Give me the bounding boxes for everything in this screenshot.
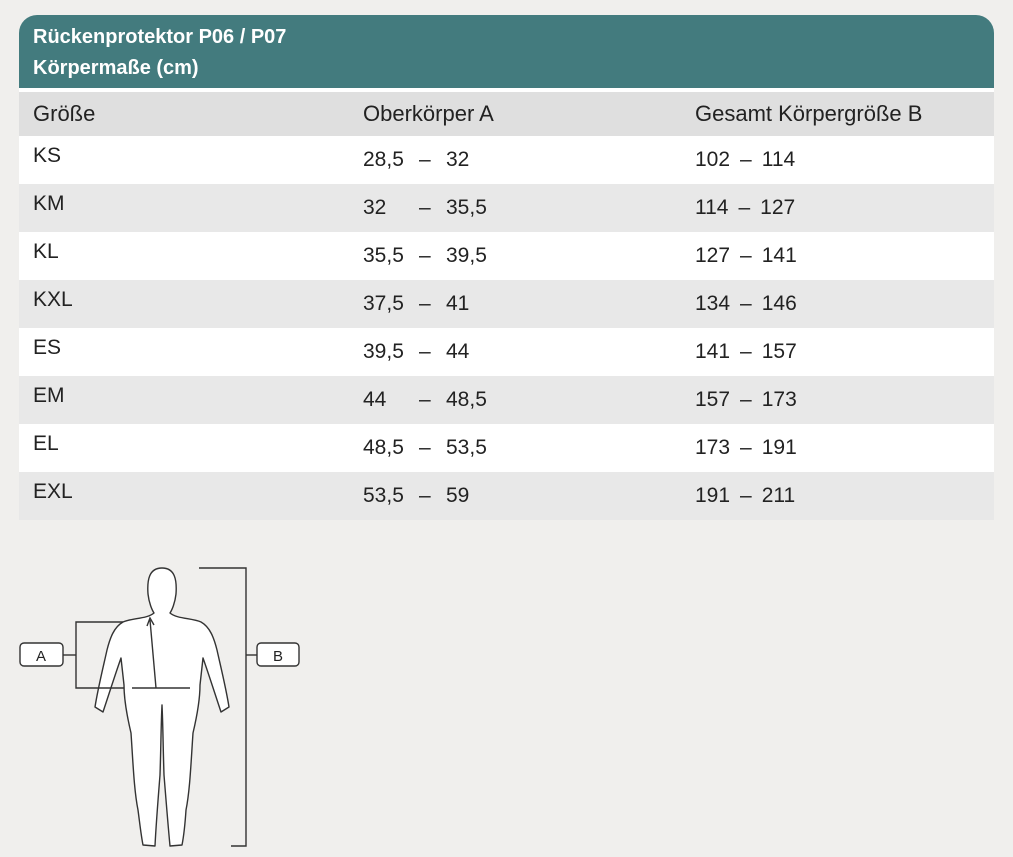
- range-dash: –: [419, 292, 431, 315]
- range-dash: –: [419, 340, 431, 363]
- table-row: EXL 53,5–59 191–211: [19, 472, 994, 520]
- upper-body-max: 48,5: [446, 388, 487, 411]
- label-b-box: B: [256, 642, 300, 667]
- total-height-min: 157: [695, 388, 731, 411]
- upper-body-min: 53,5: [363, 484, 404, 507]
- range-dash: –: [740, 388, 752, 411]
- upper-body-cell: 48,5–53,5: [363, 436, 695, 460]
- total-height-min: 173: [695, 436, 731, 459]
- total-height-cell: 134–146: [695, 292, 994, 316]
- range-dash: –: [419, 484, 431, 507]
- total-height-cell: 191–211: [695, 484, 994, 508]
- measure-a-arrow-top: [146, 616, 155, 627]
- total-height-min: 114: [695, 196, 729, 219]
- table-row: KL 35,5–39,5 127–141: [19, 232, 994, 280]
- total-height-cell: 173–191: [695, 436, 994, 460]
- column-header-upper-body: Oberkörper A: [363, 101, 494, 126]
- total-height-min: 127: [695, 244, 731, 267]
- upper-body-max: 44: [446, 340, 470, 363]
- upper-body-min: 48,5: [363, 436, 404, 459]
- total-height-cell: 127–141: [695, 244, 994, 268]
- total-height-min: 102: [695, 148, 731, 171]
- upper-body-min: 32: [363, 196, 387, 219]
- table-row: ES 39,5–44 141–157: [19, 328, 994, 376]
- total-height-max: 211: [761, 484, 796, 507]
- table-subtitle: Körpermaße (cm): [33, 57, 199, 79]
- range-dash: –: [740, 148, 752, 171]
- header-divider: [19, 88, 994, 92]
- size-cell: KM: [33, 192, 65, 215]
- range-dash: –: [419, 244, 431, 267]
- size-cell: KS: [33, 144, 62, 167]
- table-header: Rückenprotektor P06 / P07 Körpermaße (cm…: [19, 15, 994, 88]
- column-header-total-height: Gesamt Körpergröße B: [695, 101, 923, 126]
- upper-body-max: 39,5: [446, 244, 487, 267]
- range-dash: –: [419, 388, 431, 411]
- total-height-cell: 157–173: [695, 388, 994, 412]
- table-row: EM 44–48,5 157–173: [19, 376, 994, 424]
- upper-body-max: 59: [446, 484, 470, 507]
- upper-body-max: 32: [446, 148, 470, 171]
- range-dash: –: [419, 436, 431, 459]
- total-height-min: 141: [695, 340, 731, 363]
- table-body: KS 28,5–32 102–114 KM 32–35,5 114–127 KL 35,5–3…: [19, 136, 994, 520]
- size-cell: KXL: [33, 288, 73, 311]
- range-dash: –: [740, 292, 752, 315]
- table-row: KS 28,5–32 102–114: [19, 136, 994, 184]
- label-b: B: [273, 648, 283, 665]
- upper-body-min: 39,5: [363, 340, 404, 363]
- total-height-min: 191: [695, 484, 731, 507]
- upper-body-cell: 37,5–41: [363, 292, 695, 316]
- total-height-cell: 114–127: [695, 196, 994, 220]
- range-dash: –: [419, 148, 431, 171]
- upper-body-cell: 28,5–32: [363, 148, 695, 172]
- measure-a-line: [149, 619, 157, 689]
- upper-body-max: 53,5: [446, 436, 487, 459]
- upper-body-max: 41: [446, 292, 470, 315]
- size-cell: ES: [33, 336, 62, 359]
- range-dash: –: [740, 484, 752, 507]
- total-height-max: 191: [761, 436, 797, 459]
- human-body-outline: [94, 567, 230, 847]
- upper-body-min: 28,5: [363, 148, 404, 171]
- size-cell: EM: [33, 384, 65, 407]
- table-row: KXL 37,5–41 134–146: [19, 280, 994, 328]
- upper-body-max: 35,5: [446, 196, 487, 219]
- total-height-max: 114: [761, 148, 796, 171]
- upper-body-cell: 35,5–39,5: [363, 244, 695, 268]
- size-cell: KL: [33, 240, 59, 263]
- total-height-cell: 141–157: [695, 340, 994, 364]
- table-title: Rückenprotektor P06 / P07: [33, 26, 287, 48]
- total-height-max: 173: [761, 388, 797, 411]
- body-measurement-figure: A B: [19, 567, 300, 847]
- upper-body-cell: 39,5–44: [363, 340, 695, 364]
- range-dash: –: [740, 436, 752, 459]
- total-height-max: 141: [761, 244, 797, 267]
- range-dash: –: [740, 340, 752, 363]
- table-row: KM 32–35,5 114–127: [19, 184, 994, 232]
- label-a: A: [36, 648, 46, 665]
- range-dash: –: [738, 196, 751, 219]
- total-height-min: 134: [695, 292, 731, 315]
- size-table: Rückenprotektor P06 / P07 Körpermaße (cm…: [19, 15, 994, 520]
- label-a-box: A: [19, 642, 64, 667]
- size-cell: EXL: [33, 480, 73, 503]
- column-header-row: Größe Oberkörper A Gesamt Körpergröße B: [19, 92, 994, 136]
- range-dash: –: [740, 244, 752, 267]
- total-height-max: 146: [761, 292, 797, 315]
- bracket-b: [199, 567, 247, 847]
- upper-body-min: 44: [363, 388, 387, 411]
- upper-body-min: 35,5: [363, 244, 404, 267]
- upper-body-cell: 32 –35,5: [363, 196, 695, 220]
- total-height-max: 157: [761, 340, 797, 363]
- range-dash: –: [419, 196, 431, 219]
- upper-body-cell: 44 –48,5: [363, 388, 695, 412]
- upper-body-min: 37,5: [363, 292, 404, 315]
- total-height-max: 127: [760, 196, 796, 219]
- table-row: EL 48,5–53,5 173–191: [19, 424, 994, 472]
- upper-body-cell: 53,5–59: [363, 484, 695, 508]
- size-cell: EL: [33, 432, 59, 455]
- column-header-size: Größe: [33, 101, 96, 126]
- total-height-cell: 102–114: [695, 148, 994, 172]
